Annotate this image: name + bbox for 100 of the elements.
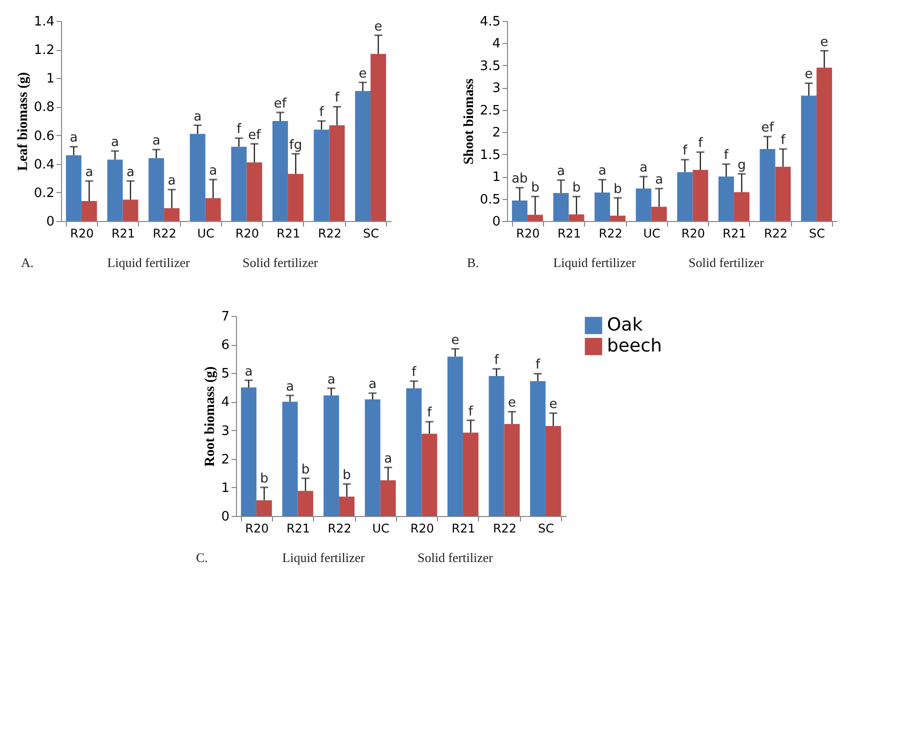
data-label: a [70,130,78,146]
y-tick-label: 5 [221,366,230,382]
data-label: a [168,174,176,189]
data-label: e [451,332,460,348]
y-tick-label: 6 [221,338,230,354]
text: Solid fertilizer [688,255,765,270]
y-tick-label: 0 [221,510,230,524]
y-tick-label: 0.6 [34,128,54,144]
bar [66,155,82,221]
data-label: g [738,158,746,173]
bar [462,432,478,516]
data-label: b [301,462,310,478]
bar [205,198,221,221]
y-tick-label: 4.5 [480,14,500,30]
y-tick-label: 1.2 [34,43,54,58]
text: Liquid fertilizer [553,255,637,270]
bar [298,490,314,516]
text: Solid fertilizer [418,550,494,565]
x-tick-label: SC [538,522,554,536]
data-label: f [412,365,417,380]
x-tick-label: R22 [152,226,176,240]
x-tick-label: R20 [70,226,94,240]
x-tick-label: UC [643,226,660,240]
data-label: e [804,67,813,82]
x-tick-label: R20 [410,522,434,536]
data-label: e [820,34,828,50]
x-tick-label: R20 [235,226,259,240]
bar [406,388,422,516]
bar [246,162,262,221]
bar [816,68,832,221]
bar [760,149,776,221]
x-tick-label: R22 [328,522,352,536]
text: Liquid fertilizer [282,550,366,565]
x-tick-label: R21 [276,226,300,240]
x-tick-label: SC [809,226,826,240]
data-label: f [468,404,474,420]
bar [164,208,180,221]
bar [718,176,734,221]
bar [594,192,610,221]
y-tick-label: 1 [492,170,500,186]
data-label: f [236,122,242,138]
data-label: f [494,352,500,368]
bar [122,200,138,221]
x-tick-label: UC [197,226,214,240]
bar [775,166,791,221]
data-label: b [531,180,540,196]
y-tick-label: 0.5 [480,192,500,208]
y-axis-title: Root biomass (g) [203,366,218,467]
data-label: a [655,172,664,188]
bar [240,387,256,516]
data-label: e [374,19,382,34]
bar [527,214,543,221]
x-tick-label: UC [372,522,390,536]
x-tick-label: R22 [318,226,342,240]
data-label: a [384,451,392,466]
y-tick-label: 3 [221,424,230,439]
y-tick-label: 1 [46,72,54,87]
bar [504,424,520,516]
data-label: b [342,468,351,483]
data-label: e [549,397,558,412]
data-label: a [244,364,253,380]
bar [651,206,667,221]
x-tick-label: R21 [722,226,746,240]
y-tick-label: 0.2 [34,186,54,201]
bar [190,134,206,221]
y-tick-label: 3 [492,81,500,96]
data-label: a [598,164,606,179]
bar [148,158,164,221]
bar [380,480,396,516]
bar [801,96,817,221]
y-tick-label: 7 [221,310,230,324]
bar [636,188,652,221]
bar [314,130,330,221]
data-label: ab [512,172,528,187]
y-tick-label: 3.5 [480,58,500,74]
bar [355,91,371,221]
data-label: b [572,180,581,196]
y-tick-label: 0.8 [34,100,54,116]
bar [447,356,463,516]
data-label: a [368,377,377,392]
y-tick-label: 0 [46,214,54,230]
bar [610,216,626,221]
bar [546,426,562,516]
data-label: a [152,134,160,149]
data-label: a [640,160,648,176]
x-tick-label: R20 [516,226,540,240]
data-label: e [358,66,367,82]
legend-label: Oak [607,314,644,336]
data-label: f [536,358,541,373]
data-label: a [194,109,202,124]
y-axis-title: Shoot biomass [462,78,477,164]
bar [488,376,504,516]
bar [734,192,750,221]
text: Solid fertilizer [242,255,319,270]
data-label: f [319,105,324,120]
legend-label: beech [607,336,662,356]
bar [107,160,123,221]
y-tick-label: 0.4 [34,157,54,172]
data-label: a [209,164,218,179]
y-axis-title: Leaf biomass (g) [16,72,31,171]
